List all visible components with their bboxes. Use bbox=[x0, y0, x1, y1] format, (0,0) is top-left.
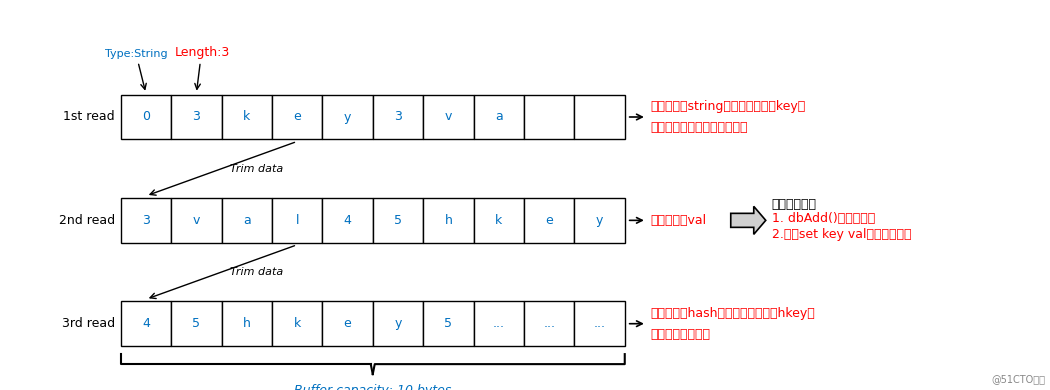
Text: e: e bbox=[545, 214, 553, 227]
Text: 获取信息：val: 获取信息：val bbox=[651, 214, 707, 227]
Bar bbox=[524, 94, 574, 140]
Polygon shape bbox=[731, 206, 765, 234]
Bar bbox=[121, 198, 171, 243]
Text: Type:String: Type:String bbox=[105, 49, 167, 58]
Text: 获得信息：hash类型数据，键名为hkey；: 获得信息：hash类型数据，键名为hkey； bbox=[651, 307, 816, 320]
Text: 5: 5 bbox=[394, 214, 402, 227]
Text: 5: 5 bbox=[444, 317, 453, 330]
Bar bbox=[322, 301, 373, 346]
Text: h: h bbox=[444, 214, 453, 227]
Text: k: k bbox=[496, 214, 502, 227]
Text: e: e bbox=[343, 317, 352, 330]
Bar bbox=[373, 94, 423, 140]
Text: 5: 5 bbox=[192, 317, 201, 330]
Text: a: a bbox=[495, 110, 503, 124]
Bar bbox=[171, 198, 222, 243]
Text: Buffer capacity: 10 bytes: Buffer capacity: 10 bytes bbox=[294, 384, 452, 390]
Bar bbox=[574, 198, 625, 243]
Bar bbox=[272, 198, 322, 243]
Bar bbox=[272, 301, 322, 346]
Text: e: e bbox=[293, 110, 301, 124]
Text: Trim data: Trim data bbox=[230, 267, 282, 277]
Text: 3: 3 bbox=[192, 110, 201, 124]
Bar bbox=[474, 198, 524, 243]
Text: 完成一条数据: 完成一条数据 bbox=[772, 198, 817, 211]
Text: 2.生成set key val，命令传播；: 2.生成set key val，命令传播； bbox=[772, 228, 911, 241]
Text: 1st read: 1st read bbox=[63, 110, 114, 124]
Text: Trim data: Trim data bbox=[230, 164, 282, 174]
Bar bbox=[322, 198, 373, 243]
Bar bbox=[373, 301, 423, 346]
Text: ...: ... bbox=[492, 317, 505, 330]
Bar bbox=[423, 94, 474, 140]
Bar bbox=[574, 94, 625, 140]
Bar bbox=[524, 301, 574, 346]
Text: ...: ... bbox=[593, 317, 606, 330]
Text: 3rd read: 3rd read bbox=[62, 317, 114, 330]
Text: 4: 4 bbox=[142, 317, 150, 330]
Text: y: y bbox=[343, 110, 352, 124]
Bar bbox=[474, 301, 524, 346]
Text: v: v bbox=[192, 214, 201, 227]
Text: 3: 3 bbox=[142, 214, 150, 227]
Bar bbox=[524, 198, 574, 243]
Text: ...: ... bbox=[543, 317, 555, 330]
Bar bbox=[171, 94, 222, 140]
Bar bbox=[222, 301, 272, 346]
Bar bbox=[171, 301, 222, 346]
Text: y: y bbox=[595, 214, 604, 227]
Bar bbox=[121, 94, 171, 140]
Text: Length:3: Length:3 bbox=[174, 46, 230, 58]
Bar bbox=[322, 94, 373, 140]
Text: 0: 0 bbox=[142, 110, 150, 124]
Text: 4: 4 bbox=[343, 214, 352, 227]
Text: 等待下一个网络包: 等待下一个网络包 bbox=[651, 328, 711, 341]
Bar bbox=[474, 94, 524, 140]
Text: h: h bbox=[243, 317, 251, 330]
Text: l: l bbox=[295, 214, 299, 227]
Text: k: k bbox=[244, 110, 250, 124]
Text: 获得信息：string类型数，键名为key，: 获得信息：string类型数，键名为key， bbox=[651, 100, 806, 113]
Text: a: a bbox=[243, 214, 251, 227]
Bar bbox=[423, 301, 474, 346]
Bar bbox=[121, 301, 171, 346]
Text: k: k bbox=[294, 317, 300, 330]
Text: 2nd read: 2nd read bbox=[59, 214, 114, 227]
Text: @51CTO博客: @51CTO博客 bbox=[991, 374, 1045, 384]
Text: 值不完整，等待下一个网络包: 值不完整，等待下一个网络包 bbox=[651, 121, 749, 134]
Text: 1. dbAdd()函数保存；: 1. dbAdd()函数保存； bbox=[772, 212, 875, 225]
Bar bbox=[222, 94, 272, 140]
Text: 3: 3 bbox=[394, 110, 402, 124]
Bar bbox=[373, 198, 423, 243]
Bar bbox=[222, 198, 272, 243]
Bar bbox=[574, 301, 625, 346]
Text: v: v bbox=[444, 110, 453, 124]
Bar bbox=[272, 94, 322, 140]
Text: y: y bbox=[394, 317, 402, 330]
Bar bbox=[423, 198, 474, 243]
